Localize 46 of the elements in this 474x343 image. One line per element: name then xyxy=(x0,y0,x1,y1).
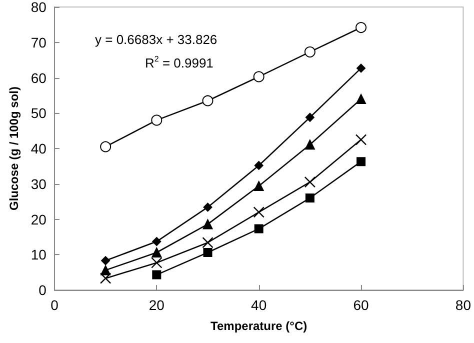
y-tick-label: 50 xyxy=(30,105,47,122)
point xyxy=(100,265,111,276)
point xyxy=(152,270,162,280)
y-tick-label: 60 xyxy=(30,70,47,86)
point xyxy=(356,94,366,104)
point xyxy=(356,64,366,73)
point xyxy=(304,140,315,150)
y-tick-label: 20 xyxy=(30,211,47,228)
point xyxy=(254,160,264,170)
point xyxy=(355,134,367,146)
x-tick-label: 40 xyxy=(251,297,267,313)
point xyxy=(305,194,314,203)
point xyxy=(101,256,110,266)
point xyxy=(100,141,112,152)
y-tick-label: 30 xyxy=(30,176,47,192)
point xyxy=(202,95,214,106)
y-tick-label: 70 xyxy=(30,34,47,50)
point xyxy=(151,114,162,126)
annotation: y = 0.6683x + 33.826 xyxy=(95,32,218,47)
point xyxy=(203,202,212,212)
point xyxy=(202,219,213,230)
point xyxy=(304,176,316,188)
point xyxy=(253,71,264,82)
point xyxy=(203,248,212,258)
y-tick-label: 0 xyxy=(38,282,47,298)
point xyxy=(152,237,162,246)
point xyxy=(253,206,264,218)
y-tick-label: 80 xyxy=(30,0,47,15)
point xyxy=(304,46,316,58)
point xyxy=(202,237,214,248)
point xyxy=(305,112,314,122)
point xyxy=(356,22,367,34)
point xyxy=(254,224,264,234)
x-tick-label: 80 xyxy=(455,297,472,313)
x-tick-label: 20 xyxy=(148,297,165,313)
x-tick-label: 60 xyxy=(353,297,370,313)
x-tick-label: 0 xyxy=(50,297,59,313)
point xyxy=(100,272,112,284)
x-axis-title: Temperature (°C) xyxy=(210,319,308,333)
y-tick-label: 10 xyxy=(30,246,47,263)
point xyxy=(152,248,162,258)
y-tick-label: 40 xyxy=(30,140,47,156)
point xyxy=(254,180,264,191)
point xyxy=(151,257,162,268)
point xyxy=(356,157,366,166)
y-axis-title: Glucose (g / 100g sol) xyxy=(7,86,21,211)
